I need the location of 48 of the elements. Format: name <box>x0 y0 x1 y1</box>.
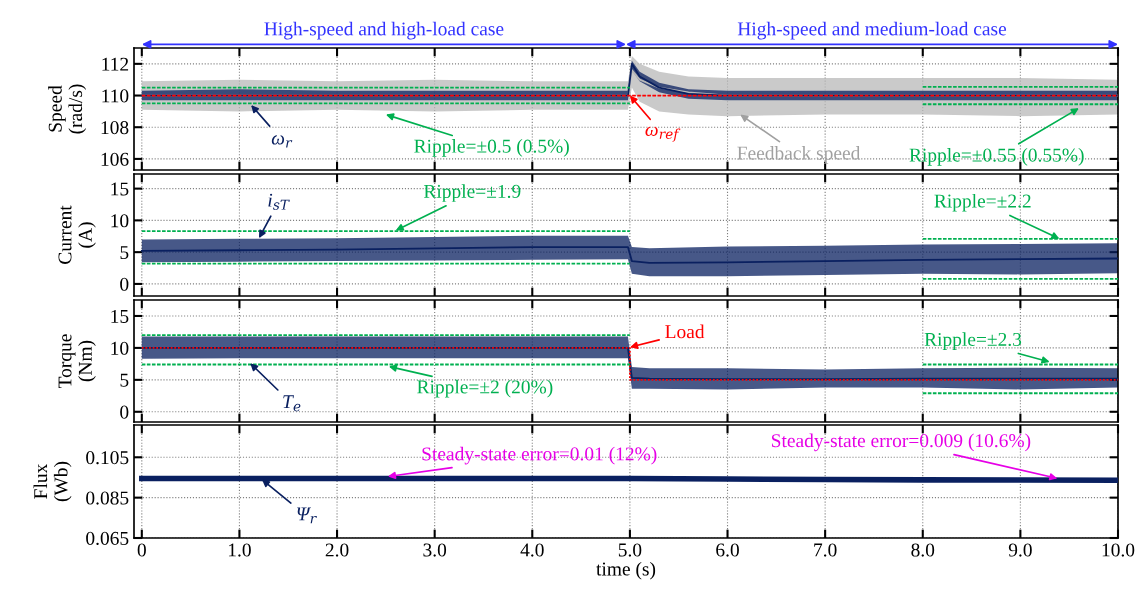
text: High-speed and high-load case <box>264 21 504 40</box>
x-tick-label: 6.0 <box>716 543 739 557</box>
y-tick-label: 0.085 <box>86 491 129 505</box>
x-tick-label: 8.0 <box>911 543 935 557</box>
y-tick-label: 10 <box>111 214 129 228</box>
y-tick-label: 0 <box>120 277 129 291</box>
annotation: ω$_{ref}$ <box>645 126 681 142</box>
annotation: Ripple=±0.55 (0.55%) <box>909 148 1084 166</box>
x-tick-label: 0 <box>137 543 146 557</box>
y-axis-title: Current (A) <box>58 205 96 264</box>
x-tick-label: 5.0 <box>618 543 642 557</box>
x-axis-title: time (s) <box>596 561 656 580</box>
annotation: Steady-state error=0.01 (12%) <box>422 446 657 465</box>
y-tick-label: 112 <box>102 57 129 71</box>
y-axis-title: Flux (Wb) <box>33 461 72 502</box>
y-tick-label: 108 <box>101 121 129 135</box>
text: High-speed and medium-load case <box>737 21 1007 40</box>
annotation: Load <box>665 324 705 339</box>
y-tick-label: 5 <box>120 246 129 260</box>
x-tick-label: 2.0 <box>325 543 349 557</box>
annotation: T$_{e}$ <box>283 395 301 412</box>
y-tick-label: 0.105 <box>86 451 129 465</box>
annotation: ω$_{r}$ <box>271 135 293 148</box>
x-tick-label: 3.0 <box>423 543 447 557</box>
annotation: Feedback speed <box>737 146 861 164</box>
y-axis-title: Speed (rad/s) <box>48 84 87 134</box>
x-tick-label: 1.0 <box>228 543 251 557</box>
x-tick-label: 7.0 <box>814 543 837 557</box>
y-tick-label: 0 <box>120 405 129 419</box>
y-tick-label: 15 <box>111 182 129 196</box>
annotation: Ripple=±2 (20%) <box>417 379 553 398</box>
x-tick-label: 4.0 <box>520 543 544 557</box>
y-axis-title: Torque (Nm) <box>58 334 96 389</box>
annotation: i$_{sT}$ <box>268 193 290 210</box>
annotation: Ψ$_{r}$ <box>297 507 317 524</box>
y-tick-label: 106 <box>101 152 129 166</box>
y-tick-label: 110 <box>102 89 129 103</box>
x-tick-label: 10.0 <box>1102 543 1135 557</box>
annotation: Ripple=±2.2 <box>934 193 1031 212</box>
y-tick-label: 10 <box>111 341 129 355</box>
annotation: Ripple=±2.3 <box>924 332 1022 350</box>
y-tick-label: 5 <box>120 373 129 387</box>
x-tick-label: 9.0 <box>1008 543 1032 557</box>
annotation: Steady-state error=0.009 (10.6%) <box>771 433 1031 452</box>
y-tick-label: 15 <box>111 309 129 323</box>
annotation: Ripple=±1.9 <box>423 184 521 202</box>
annotation: Ripple=±0.5 (0.5%) <box>414 139 569 157</box>
y-tick-label: 0.065 <box>86 531 129 546</box>
